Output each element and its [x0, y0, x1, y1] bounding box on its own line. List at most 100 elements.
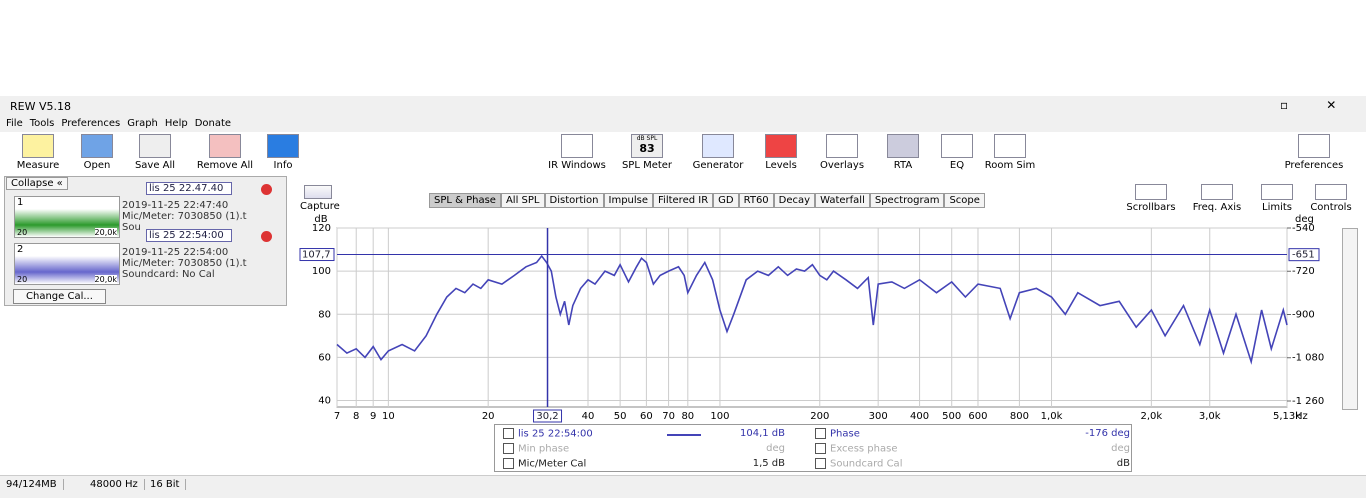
toolbar-button[interactable]: Generator — [688, 134, 748, 171]
y-tick-label: 40 — [318, 396, 331, 407]
toolbar-icon — [139, 134, 171, 158]
toolbar-icon — [209, 134, 241, 158]
window-chrome — [0, 96, 1366, 132]
measurement-date: 2019-11-25 22:54:00 — [122, 247, 229, 258]
toolbar-icon — [81, 134, 113, 158]
toolbar-button[interactable]: Open — [67, 134, 127, 171]
graph-tab[interactable]: Waterfall — [815, 193, 870, 208]
control-icon — [1135, 184, 1167, 200]
legend-cell[interactable]: Excess phase — [815, 443, 898, 455]
status-field: 48000 Hz — [90, 479, 145, 490]
menu-item[interactable]: Help — [164, 118, 188, 129]
cursor-x-box — [533, 409, 563, 423]
legend-cell[interactable]: Mic/Meter Cal — [503, 458, 586, 470]
toolbar-button[interactable]: Preferences — [1284, 134, 1344, 171]
graph-tab[interactable]: SPL & Phase — [429, 193, 501, 208]
x-tick-label: 100 — [710, 411, 729, 422]
measurement-soundcard: Sou — [122, 222, 141, 233]
measurement-item[interactable]: 1 20 20,0k lis 25 22.47.40 2019-11-25 22:47:… — [8, 182, 278, 238]
thumb-number: 1 — [17, 197, 24, 208]
y-tick-label: 80 — [318, 309, 331, 320]
y-tick-label: 120 — [312, 223, 331, 234]
legend-checkbox[interactable] — [815, 443, 826, 454]
legend-text: deg — [1111, 443, 1130, 454]
x-tick-label: 400 — [910, 411, 929, 422]
menu-item[interactable]: Graph — [127, 118, 158, 129]
legend-cell[interactable]: Soundcard Cal — [815, 458, 902, 470]
toolbar-button[interactable]: IR Windows — [547, 134, 607, 171]
graph-tab[interactable]: GD — [713, 193, 739, 208]
x-tick-label: 70 — [662, 411, 675, 422]
measurement-name[interactable]: lis 25 22.47.40 — [146, 182, 232, 195]
graph-control[interactable]: Scrollbars — [1121, 184, 1181, 213]
y-tick-label: 100 — [312, 266, 331, 277]
legend-table: lis 25 22:54:00 104,1 dB Phase -176 deg Min … — [494, 424, 1132, 472]
toolbar-button[interactable]: Remove All — [195, 134, 255, 171]
collapse-button[interactable]: Collapse « — [6, 177, 68, 190]
legend-cell[interactable]: Min phase — [503, 443, 569, 455]
cursor-x-label: 30,2 — [536, 411, 558, 422]
graph-tab[interactable]: Decay — [773, 193, 816, 208]
legend-text: Phase — [830, 428, 860, 440]
graph-tab[interactable]: Filtered IR — [653, 193, 714, 208]
menu-item[interactable]: Donate — [194, 118, 232, 129]
measurement-name[interactable]: lis 25 22:54:00 — [146, 229, 232, 242]
x-tick-label: 500 — [942, 411, 961, 422]
toolbar-button[interactable]: Info — [253, 134, 313, 171]
x-tick-label: 40 — [582, 411, 595, 422]
toolbar-icon — [826, 134, 858, 158]
thumb-number: 2 — [17, 244, 24, 255]
legend-checkbox[interactable] — [815, 458, 826, 469]
toolbar-button[interactable]: Measure — [8, 134, 68, 171]
graph-tab[interactable]: Distortion — [544, 193, 604, 208]
toolbar-button[interactable]: Save All — [125, 134, 185, 171]
legend-cell[interactable]: lis 25 22:54:00 — [503, 428, 593, 440]
change-cal-button[interactable]: Change Cal... — [13, 289, 106, 304]
graph-control[interactable]: Controls — [1301, 184, 1361, 213]
toolbar-label: Info — [273, 160, 293, 171]
remove-icon[interactable] — [261, 231, 272, 242]
legend-text: Mic/Meter Cal — [518, 458, 587, 470]
graph-tab[interactable]: Impulse — [603, 193, 654, 208]
toolbar-icon — [994, 134, 1026, 158]
x-tick-label: 200 — [810, 411, 829, 422]
toolbar-button[interactable]: EQ — [927, 134, 987, 171]
toolbar-button[interactable]: RTA — [873, 134, 933, 171]
menu-item[interactable]: File — [6, 118, 23, 129]
x-tick-label: 60 — [640, 411, 653, 422]
menu-item[interactable]: Preferences — [61, 118, 121, 129]
legend-checkbox[interactable] — [815, 428, 826, 439]
graph-tab[interactable]: All SPL — [500, 193, 545, 208]
legend-checkbox[interactable] — [503, 443, 514, 454]
x-tick-label: 800 — [1010, 411, 1029, 422]
legend-checkbox[interactable] — [503, 428, 514, 439]
x-tick-label: 9 — [370, 411, 376, 422]
window-controls[interactable]: ▫ ✕ — [1280, 98, 1337, 112]
toolbar-icon — [1298, 134, 1330, 158]
toolbar-button[interactable]: Overlays — [812, 134, 872, 171]
legend-checkbox[interactable] — [503, 458, 514, 469]
legend-line-sample — [667, 434, 701, 436]
toolbar-button[interactable]: Room Sim — [980, 134, 1040, 171]
spl-top: dB SPL — [636, 135, 658, 142]
control-label: Limits — [1262, 202, 1292, 213]
legend-cell[interactable]: Phase — [815, 428, 860, 440]
toolbar-button[interactable]: dB SPL 83 SPL Meter — [617, 134, 677, 171]
capture[interactable]: Capture — [300, 185, 340, 212]
scrollbar[interactable] — [1342, 228, 1358, 410]
x-tick-label: 80 — [681, 411, 694, 422]
toolbar-label: Preferences — [1284, 160, 1344, 171]
graph-tab[interactable]: Scope — [944, 193, 985, 208]
toolbar-button[interactable]: Levels — [751, 134, 811, 171]
measurement-item[interactable]: 2 20 20,0k lis 25 22:54:00 2019-11-25 22:54:… — [8, 229, 278, 285]
graph-tab[interactable]: RT60 — [738, 193, 774, 208]
menu-item[interactable]: Tools — [29, 118, 55, 129]
toolbar-icon — [941, 134, 973, 158]
toolbar-label: Room Sim — [984, 160, 1036, 171]
legend-cell: 1,5 dB — [753, 458, 785, 469]
remove-icon[interactable] — [261, 184, 272, 195]
legend-text: Soundcard Cal — [830, 458, 903, 470]
graph-tab[interactable]: Spectrogram — [869, 193, 945, 208]
graph-control[interactable]: Limits — [1247, 184, 1307, 213]
graph-control[interactable]: Freq. Axis — [1187, 184, 1247, 213]
